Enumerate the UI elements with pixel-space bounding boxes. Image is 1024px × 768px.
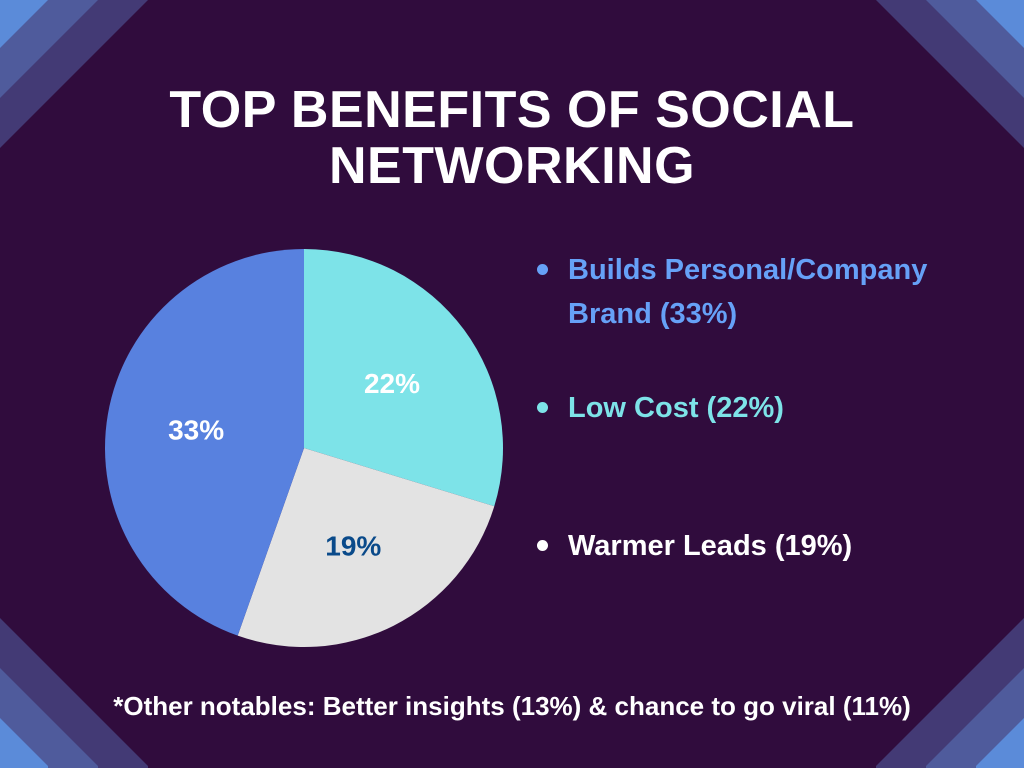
slide-title: TOP BENEFITS OF SOCIAL NETWORKING bbox=[0, 82, 1024, 194]
legend-label-cont: Brand (33%) bbox=[568, 298, 738, 330]
title-line-1: TOP BENEFITS OF SOCIAL bbox=[169, 81, 855, 139]
slice-label: 33% bbox=[168, 415, 224, 446]
bullet-icon bbox=[537, 540, 548, 551]
slice-low-cost bbox=[304, 249, 503, 507]
title-line-2: NETWORKING bbox=[328, 137, 696, 195]
legend-item-low-cost: Low Cost (22%) bbox=[537, 386, 784, 430]
bullet-icon bbox=[537, 264, 548, 275]
legend-label: Warmer Leads (19%) bbox=[568, 530, 853, 562]
legend-label: Builds Personal/Company bbox=[568, 254, 928, 286]
legend-item-brand: Builds Personal/Company Brand (33%) bbox=[537, 248, 927, 336]
slice-warmer-leads bbox=[237, 448, 495, 647]
legend-label: Low Cost (22%) bbox=[568, 392, 784, 424]
pie-chart: 22% 19% 33% bbox=[105, 249, 503, 647]
footnote: *Other notables: Better insights (13%) &… bbox=[113, 691, 911, 721]
slice-label: 19% bbox=[325, 531, 381, 562]
legend-item-warmer-leads: Warmer Leads (19%) bbox=[537, 524, 852, 568]
slice-label: 22% bbox=[364, 368, 420, 399]
bullet-icon bbox=[537, 402, 548, 413]
slice-brand bbox=[105, 249, 305, 636]
